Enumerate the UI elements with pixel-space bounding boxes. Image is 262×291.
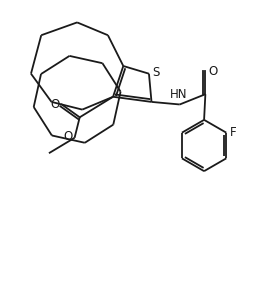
Text: F: F [230,126,236,139]
Text: O: O [63,130,73,143]
Text: HN: HN [170,88,187,101]
Text: O: O [51,98,60,111]
Text: O: O [209,65,218,78]
Text: S: S [152,66,160,79]
